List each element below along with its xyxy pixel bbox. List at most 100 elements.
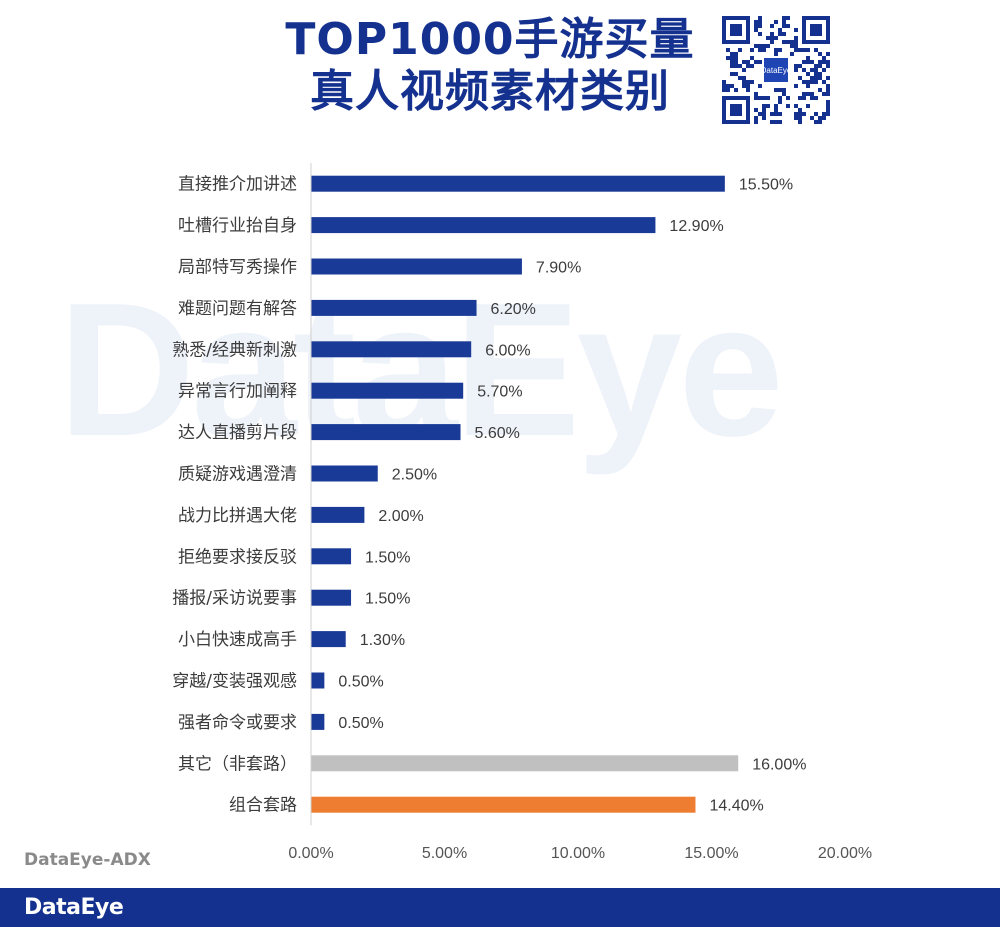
qr-module: [806, 104, 810, 108]
qr-module: [742, 84, 746, 88]
bar: [311, 548, 352, 565]
qr-module: [738, 76, 742, 80]
value-label: 14.40%: [709, 798, 763, 815]
qr-module: [730, 60, 734, 64]
footer-bar: DataEye: [0, 888, 1000, 927]
qr-module: [722, 88, 726, 92]
qr-module: [818, 64, 822, 68]
qr-module: [810, 68, 814, 72]
qr-module: [814, 96, 818, 100]
x-tick-label: 15.00%: [684, 845, 738, 862]
qr-module: [810, 96, 814, 100]
qr-module: [774, 52, 778, 56]
qr-module: [770, 32, 774, 36]
qr-module: [802, 68, 806, 72]
qr-module: [798, 116, 802, 120]
value-label: 7.90%: [536, 260, 581, 277]
bar: [311, 631, 346, 648]
qr-module: [786, 40, 790, 44]
qr-module: [774, 120, 778, 124]
qr-module: [794, 48, 798, 52]
category-label: 达人直播剪片段: [178, 423, 297, 443]
qr-module: [742, 76, 746, 80]
qr-module: [770, 112, 774, 116]
bar: [311, 299, 477, 316]
qr-module: [750, 64, 754, 68]
qr-module: [798, 96, 802, 100]
category-label: 质疑游戏遇澄清: [178, 465, 297, 485]
qr-module: [810, 76, 814, 80]
qr-module: [782, 92, 786, 96]
qr-code-image: DataEye: [722, 16, 830, 124]
qr-module: [810, 80, 814, 84]
value-label: 2.00%: [378, 508, 423, 525]
category-label: 异常言行加阐释: [178, 382, 297, 402]
qr-module: [778, 32, 782, 36]
qr-module: [826, 104, 830, 108]
qr-module: [750, 56, 754, 60]
qr-module: [730, 72, 734, 76]
qr-module: [826, 88, 830, 92]
qr-module: [786, 24, 790, 28]
category-label: 穿越/变装强观感: [172, 672, 297, 692]
qr-module: [758, 96, 762, 100]
category-label: 播报/采访说要事: [172, 589, 297, 609]
qr-module: [822, 112, 826, 116]
qr-logo-text: DataEye: [761, 66, 792, 75]
category-label: 熟悉/经典新刺激: [172, 339, 297, 360]
qr-module: [794, 104, 798, 108]
qr-module: [806, 56, 810, 60]
category-label: 局部特写秀操作: [178, 258, 297, 278]
qr-module: [742, 60, 746, 64]
category-label: 难题问题有解答: [178, 299, 297, 319]
qr-module: [794, 84, 798, 88]
qr-module: [778, 100, 782, 104]
bar: [311, 175, 725, 192]
qr-module: [814, 72, 818, 76]
qr-module: [818, 72, 822, 76]
qr-module: [734, 88, 738, 92]
bar: [311, 713, 325, 730]
bar: [311, 589, 352, 606]
qr-module: [826, 108, 830, 112]
qr-module: [762, 48, 766, 52]
value-label: 16.00%: [752, 756, 806, 773]
qr-module: [794, 40, 798, 44]
x-tick-label: 0.00%: [288, 845, 333, 862]
qr-module: [818, 116, 822, 120]
qr-module: [806, 92, 810, 96]
qr-module: [826, 112, 830, 116]
qr-module: [754, 44, 758, 48]
x-tick-label: 10.00%: [551, 845, 605, 862]
qr-module: [806, 48, 810, 52]
qr-module: [754, 20, 758, 24]
qr-module: [786, 16, 790, 20]
qr-module: [790, 52, 794, 56]
qr-module: [826, 64, 830, 68]
qr-module: [742, 68, 746, 72]
qr-module: [754, 60, 758, 64]
qr-module: [818, 76, 822, 80]
qr-module: [806, 84, 810, 88]
qr-module: [822, 80, 826, 84]
qr-module: [726, 56, 730, 60]
qr-module: [822, 68, 826, 72]
value-label: 15.50%: [739, 177, 793, 194]
qr-module: [814, 48, 818, 52]
value-label: 2.50%: [392, 467, 437, 484]
qr-module: [814, 112, 818, 116]
qr-module: [822, 92, 826, 96]
qr-module: [822, 56, 826, 60]
qr-module: [754, 120, 758, 124]
category-label: 组合套路: [229, 796, 297, 816]
qr-module: [794, 112, 798, 116]
qr-module: [746, 60, 750, 64]
qr-module: [814, 68, 818, 72]
qr-module: [782, 24, 786, 28]
qr-module: [778, 96, 782, 100]
qr-module: [746, 88, 750, 92]
qr-module: [750, 48, 754, 52]
qr-module: [730, 52, 734, 56]
bar: [311, 755, 739, 772]
qr-module: [774, 112, 778, 116]
